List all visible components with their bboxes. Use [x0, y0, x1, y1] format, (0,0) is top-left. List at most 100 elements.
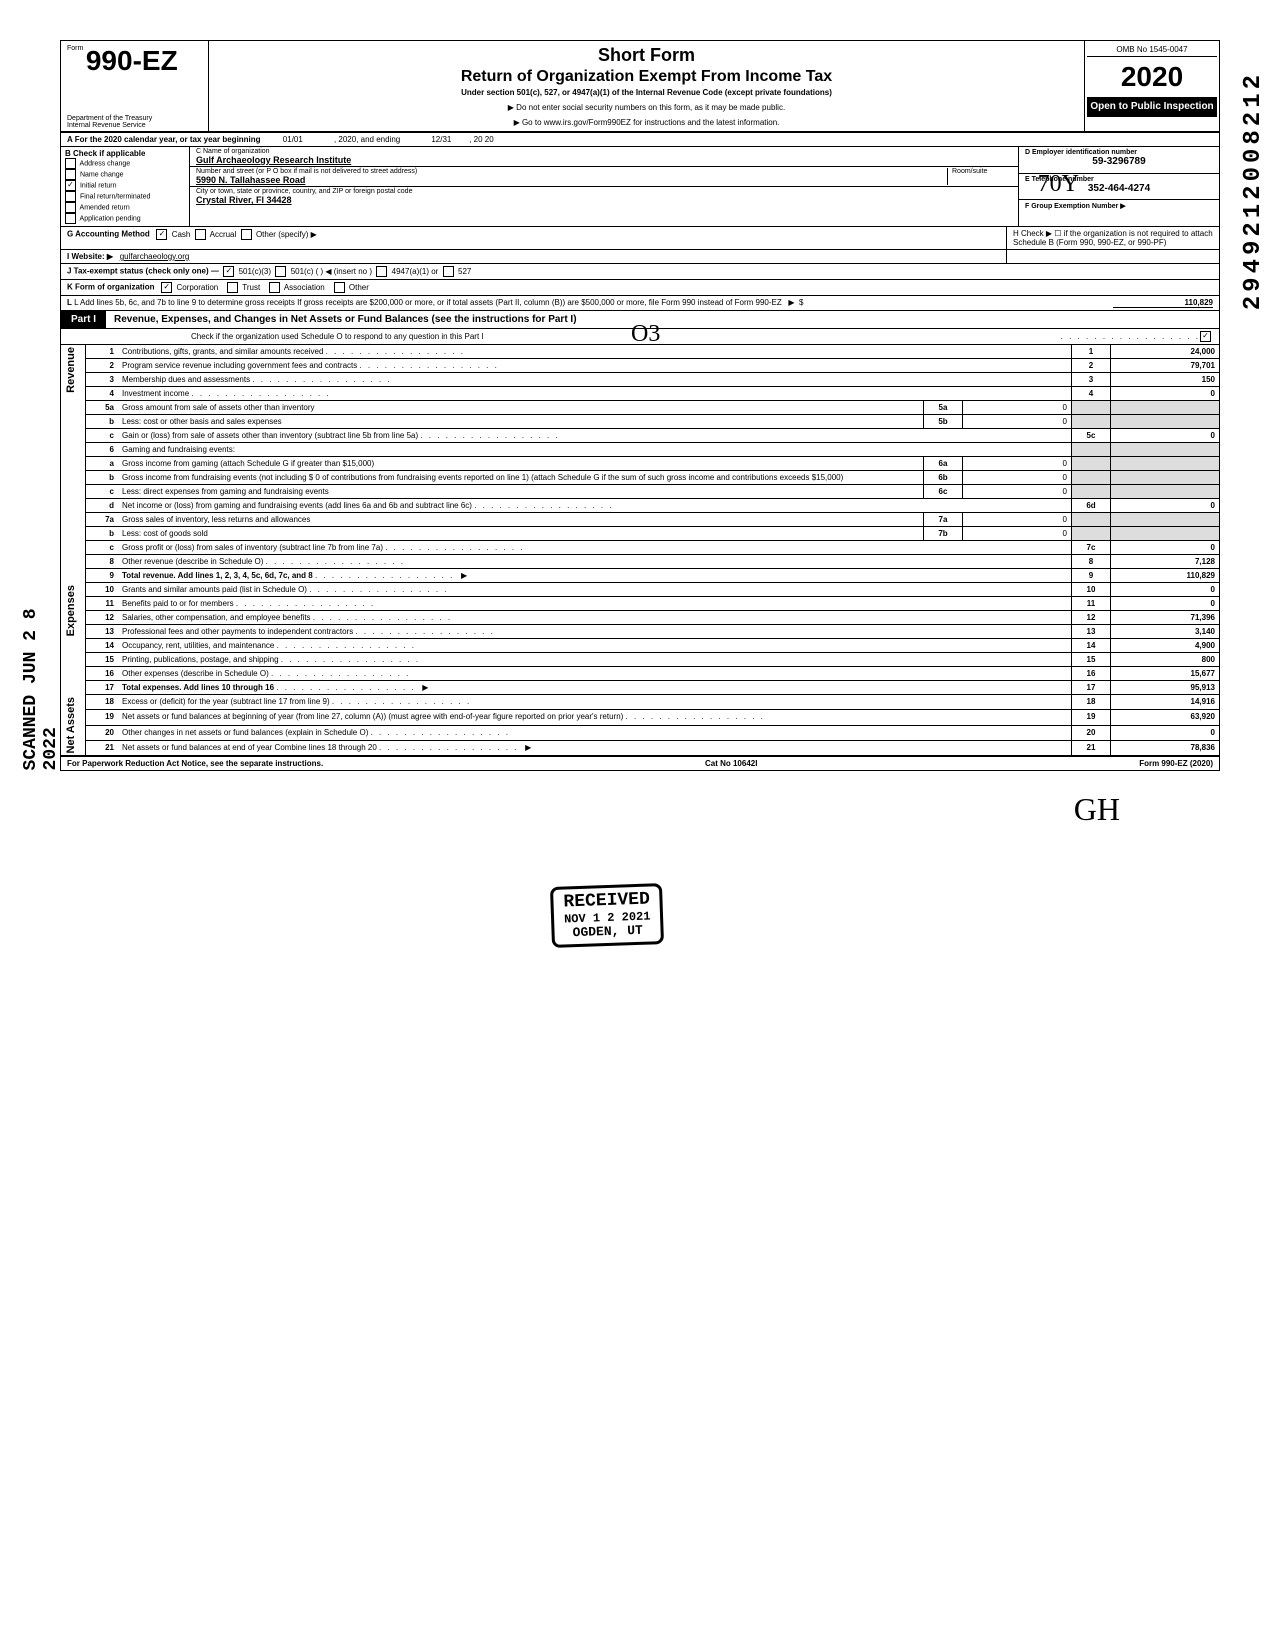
row-g-h: G Accounting Method ✓ Cash Accrual Other…: [61, 227, 1219, 250]
received-loc: OGDEN, UT: [564, 923, 651, 940]
handwrite-2: O3: [631, 321, 660, 348]
street: 5990 N. Tallahassee Road: [196, 175, 947, 185]
line-number: 6: [86, 443, 119, 457]
checkbox[interactable]: [65, 191, 76, 202]
part-1-tab: Part I: [61, 311, 106, 328]
col-b-header: B Check if applicable: [65, 149, 185, 158]
part-1-title: Revenue, Expenses, and Changes in Net As…: [106, 314, 1219, 325]
line-row: bGross income from fundraising events (n…: [61, 471, 1219, 485]
line-desc: Investment income: [118, 387, 1072, 401]
line-number: 14: [86, 639, 119, 653]
line-number: 4: [86, 387, 119, 401]
right-num: 17: [1072, 681, 1111, 695]
title-box: Short Form Return of Organization Exempt…: [209, 41, 1085, 131]
line-row: 8Other revenue (describe in Schedule O) …: [61, 555, 1219, 569]
row-a-end-mo: 12/31: [431, 135, 451, 144]
mid-amt: 0: [963, 485, 1072, 499]
mid-amt: 0: [963, 457, 1072, 471]
part-1-checkbox[interactable]: ✓: [1200, 331, 1211, 342]
line-number: 21: [86, 741, 119, 757]
line-number: 3: [86, 373, 119, 387]
checkbox[interactable]: [241, 229, 252, 240]
checkbox[interactable]: [65, 213, 76, 224]
street-label: Number and street (or P O box if mail is…: [196, 168, 947, 175]
line-desc: Occupancy, rent, utilities, and maintena…: [118, 639, 1072, 653]
checkbox[interactable]: ✓: [156, 229, 167, 240]
line-number: 9: [86, 569, 119, 583]
line-amount: 800: [1111, 653, 1220, 667]
line-desc: Gain or (loss) from sale of assets other…: [118, 429, 1072, 443]
checkbox[interactable]: [443, 266, 454, 277]
line-row: 7aGross sales of inventory, less returns…: [61, 513, 1219, 527]
row-a-label: A For the 2020 calendar year, or tax yea…: [67, 135, 261, 144]
line-desc: Less: cost or other basis and sales expe…: [118, 415, 924, 429]
line-desc: Other revenue (describe in Schedule O): [118, 555, 1072, 569]
right-num: 14: [1072, 639, 1111, 653]
footer-mid: Cat No 10642I: [705, 759, 757, 768]
right-num: 8: [1072, 555, 1111, 569]
line-row: Expenses10Grants and similar amounts pai…: [61, 583, 1219, 597]
department: Department of the Treasury Internal Reve…: [67, 115, 152, 129]
right-num: 13: [1072, 625, 1111, 639]
mid-amt: 0: [963, 527, 1072, 541]
line-desc: Printing, publications, postage, and shi…: [118, 653, 1072, 667]
right-num: 1: [1072, 345, 1111, 359]
row-i-label: I Website: ▶: [67, 252, 113, 261]
signature: GH: [60, 791, 1120, 828]
line-amount: 78,836: [1111, 741, 1220, 757]
checkbox[interactable]: [275, 266, 286, 277]
checkbox[interactable]: [227, 282, 238, 293]
checkbox[interactable]: [65, 158, 76, 169]
line-row: 3Membership dues and assessments 3150: [61, 373, 1219, 387]
line-number: 11: [86, 597, 119, 611]
right-num: 9: [1072, 569, 1111, 583]
col-b-item: Amended return: [65, 202, 185, 213]
handwrite-1: 70Y: [1038, 171, 1079, 198]
row-k-label: K Form of organization: [67, 283, 155, 292]
line-number: 20: [86, 725, 119, 740]
col-b: B Check if applicable Address change Nam…: [61, 147, 190, 226]
line-number: a: [86, 457, 119, 471]
netassets-table: Net Assets18Excess or (deficit) for the …: [61, 695, 1219, 757]
line-row: 11Benefits paid to or for members 110: [61, 597, 1219, 611]
sub-title: Under section 501(c), 527, or 4947(a)(1)…: [219, 88, 1074, 97]
line-desc: Grants and similar amounts paid (list in…: [118, 583, 1072, 597]
line-desc: Net income or (loss) from gaming and fun…: [118, 499, 1072, 513]
line-row: 15Printing, publications, postage, and s…: [61, 653, 1219, 667]
expenses-table: Expenses10Grants and similar amounts pai…: [61, 583, 1219, 695]
mid-amt: 0: [963, 401, 1072, 415]
line-row: 5aGross amount from sale of assets other…: [61, 401, 1219, 415]
line-row: 12Salaries, other compensation, and empl…: [61, 611, 1219, 625]
line-desc: Gross profit or (loss) from sales of inv…: [118, 541, 1072, 555]
line-number: 16: [86, 667, 119, 681]
checkbox[interactable]: ✓: [65, 180, 76, 191]
checkbox[interactable]: [334, 282, 345, 293]
line-amount: 3,140: [1111, 625, 1220, 639]
tax-year: 20202020: [1087, 57, 1217, 97]
checkbox[interactable]: ✓: [223, 266, 234, 277]
row-l-amount: 110,829: [1113, 298, 1213, 308]
right-num: 4: [1072, 387, 1111, 401]
checkbox[interactable]: [65, 202, 76, 213]
checkbox[interactable]: [376, 266, 387, 277]
section-label: Expenses: [65, 585, 77, 636]
checkbox[interactable]: [269, 282, 280, 293]
col-b-item: ✓ Initial return: [65, 180, 185, 191]
col-b-item: Name change: [65, 169, 185, 180]
line-number: c: [86, 541, 119, 555]
instr-1: ▶ Do not enter social security numbers o…: [219, 103, 1074, 112]
org-name: Gulf Archaeology Research Institute: [196, 155, 1012, 165]
form-prefix: Form: [67, 45, 83, 52]
line-amount: 0: [1111, 597, 1220, 611]
checkbox[interactable]: [65, 169, 76, 180]
line-row: 13Professional fees and other payments t…: [61, 625, 1219, 639]
mid-amt: 0: [963, 471, 1072, 485]
line-amount: 95,913: [1111, 681, 1220, 695]
line-row: bLess: cost or other basis and sales exp…: [61, 415, 1219, 429]
checkbox[interactable]: [195, 229, 206, 240]
checkbox[interactable]: ✓: [161, 282, 172, 293]
open-to-public: Open to Public Inspection: [1087, 97, 1217, 117]
website: gulfarchaeology.org: [120, 252, 190, 261]
line-row: cGain or (loss) from sale of assets othe…: [61, 429, 1219, 443]
line-number: b: [86, 527, 119, 541]
